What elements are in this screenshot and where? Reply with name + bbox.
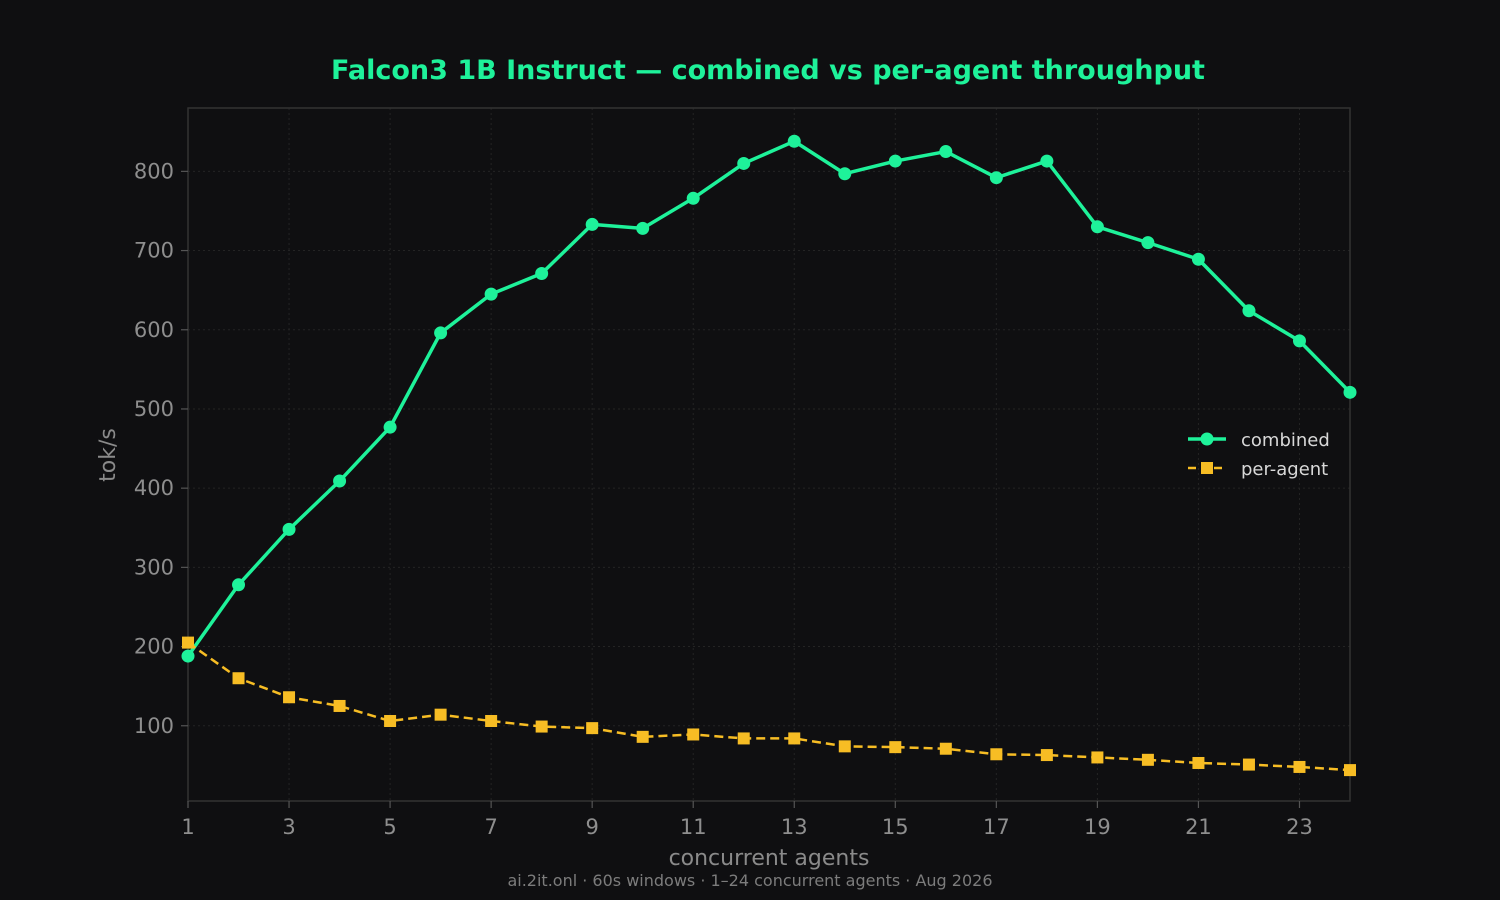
- x-axis-ticks: 1 3 5 7 9 11 13 15 17 19 21 23: [181, 801, 1313, 839]
- data-point-per-agent: [939, 742, 952, 755]
- x-tick-label: 21: [1185, 815, 1212, 839]
- data-point-combined: [434, 326, 448, 340]
- data-point-combined: [838, 167, 852, 181]
- x-axis-label: concurrent agents: [669, 846, 870, 871]
- data-point-combined: [1343, 385, 1357, 399]
- x-tick-label: 23: [1286, 815, 1313, 839]
- x-tick-label: 1: [181, 815, 194, 839]
- series-line-per-agent: [187, 641, 1351, 772]
- y-tick-label: 200: [134, 635, 174, 659]
- data-point-combined: [181, 649, 195, 663]
- x-tick-label: 13: [781, 815, 808, 839]
- footer-note: ai.2it.onl · 60s windows · 1–24 concurre…: [507, 871, 992, 890]
- y-tick-label: 700: [134, 239, 174, 263]
- data-point-per-agent: [1141, 753, 1154, 766]
- data-point-per-agent: [737, 732, 750, 745]
- data-point-per-agent: [1242, 758, 1255, 771]
- y-tick-label: 400: [134, 476, 174, 500]
- x-tick-label: 7: [484, 815, 497, 839]
- data-point-combined: [737, 156, 751, 170]
- x-tick-label: 11: [680, 815, 707, 839]
- data-point-combined: [686, 191, 700, 205]
- data-point-combined: [888, 154, 902, 168]
- data-point-combined: [787, 134, 801, 148]
- data-point-per-agent: [586, 722, 599, 735]
- plot-area-border: [187, 107, 1351, 802]
- y-tick-label: 800: [134, 159, 174, 183]
- data-point-per-agent: [384, 715, 397, 728]
- data-point-combined: [1141, 236, 1155, 250]
- x-tick-label: 9: [585, 815, 598, 839]
- legend-marker-combined: [1200, 432, 1214, 446]
- grid-lines: [187, 108, 1350, 801]
- data-point-combined: [1191, 252, 1205, 266]
- data-point-per-agent: [1293, 760, 1306, 773]
- data-point-combined: [535, 267, 549, 281]
- data-point-per-agent: [232, 672, 245, 685]
- series-line-combined: [186, 139, 1352, 658]
- data-point-combined: [333, 474, 347, 488]
- data-point-combined: [383, 420, 397, 434]
- series-layer: [181, 134, 1357, 777]
- data-point-per-agent: [1192, 756, 1205, 769]
- data-point-combined: [282, 522, 296, 536]
- data-point-combined: [1090, 220, 1104, 234]
- data-point-combined: [1242, 304, 1256, 318]
- data-point-combined: [585, 217, 599, 231]
- data-point-per-agent: [535, 720, 548, 733]
- data-point-combined: [484, 287, 498, 301]
- data-point-per-agent: [889, 741, 902, 754]
- data-point-per-agent: [636, 730, 649, 743]
- data-point-per-agent: [283, 691, 296, 704]
- data-point-per-agent: [485, 715, 498, 728]
- x-tick-label: 3: [282, 815, 295, 839]
- data-point-per-agent: [1091, 751, 1104, 764]
- legend: combined per-agent: [1188, 430, 1330, 480]
- legend-label-per-agent: per-agent: [1241, 459, 1328, 480]
- data-point-per-agent: [838, 740, 851, 753]
- data-point-per-agent: [434, 708, 447, 721]
- data-point-per-agent: [687, 728, 700, 741]
- x-tick-label: 5: [383, 815, 396, 839]
- y-tick-label: 600: [134, 318, 174, 342]
- data-point-per-agent: [182, 636, 194, 649]
- x-tick-label: 17: [983, 815, 1010, 839]
- legend-label-combined: combined: [1241, 430, 1330, 451]
- data-point-combined: [989, 171, 1003, 185]
- data-point-per-agent: [788, 732, 801, 745]
- data-point-per-agent: [990, 748, 1003, 761]
- y-tick-label: 100: [134, 714, 174, 738]
- data-point-per-agent: [333, 699, 346, 712]
- legend-marker-per-agent: [1201, 462, 1213, 474]
- y-axis-ticks: 100 200 300 400 500 600 700 800: [134, 159, 188, 738]
- data-point-per-agent: [1040, 749, 1053, 762]
- chart-title: Falcon3 1B Instruct — combined vs per-ag…: [331, 55, 1205, 86]
- y-axis-label: tok/s: [96, 428, 121, 482]
- data-point-combined: [939, 145, 953, 159]
- data-point-combined: [1292, 334, 1306, 348]
- data-point-combined: [232, 578, 246, 592]
- data-point-combined: [636, 221, 650, 235]
- data-point-combined: [1040, 154, 1054, 168]
- x-tick-label: 19: [1084, 815, 1111, 839]
- data-point-per-agent: [1344, 764, 1356, 777]
- x-tick-label: 15: [882, 815, 909, 839]
- y-tick-label: 500: [134, 397, 174, 421]
- y-tick-label: 300: [134, 555, 174, 579]
